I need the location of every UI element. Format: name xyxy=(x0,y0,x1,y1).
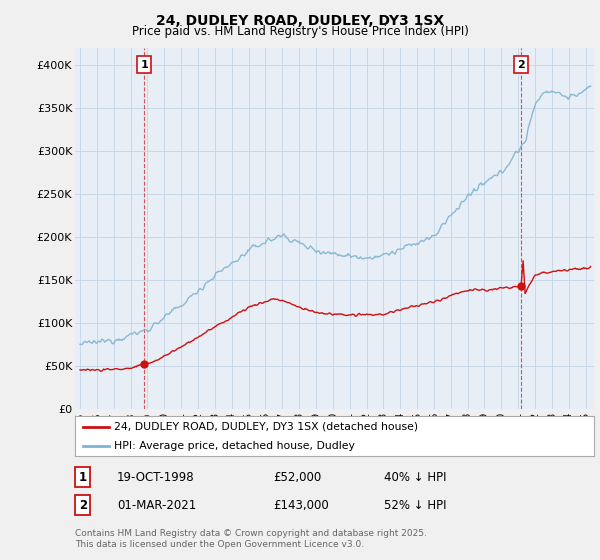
Text: £52,000: £52,000 xyxy=(273,470,321,484)
Text: 01-MAR-2021: 01-MAR-2021 xyxy=(117,498,196,512)
Text: Price paid vs. HM Land Registry's House Price Index (HPI): Price paid vs. HM Land Registry's House … xyxy=(131,25,469,38)
Text: HPI: Average price, detached house, Dudley: HPI: Average price, detached house, Dudl… xyxy=(114,441,355,450)
Text: £143,000: £143,000 xyxy=(273,498,329,512)
Text: 1: 1 xyxy=(140,60,148,70)
Text: 1: 1 xyxy=(79,470,87,484)
Text: 24, DUDLEY ROAD, DUDLEY, DY3 1SX: 24, DUDLEY ROAD, DUDLEY, DY3 1SX xyxy=(156,14,444,28)
Text: 2: 2 xyxy=(517,60,525,70)
Text: Contains HM Land Registry data © Crown copyright and database right 2025.
This d: Contains HM Land Registry data © Crown c… xyxy=(75,529,427,549)
Text: 40% ↓ HPI: 40% ↓ HPI xyxy=(384,470,446,484)
Text: 19-OCT-1998: 19-OCT-1998 xyxy=(117,470,194,484)
Text: 52% ↓ HPI: 52% ↓ HPI xyxy=(384,498,446,512)
Text: 2: 2 xyxy=(79,498,87,512)
Text: 24, DUDLEY ROAD, DUDLEY, DY3 1SX (detached house): 24, DUDLEY ROAD, DUDLEY, DY3 1SX (detach… xyxy=(114,422,418,432)
